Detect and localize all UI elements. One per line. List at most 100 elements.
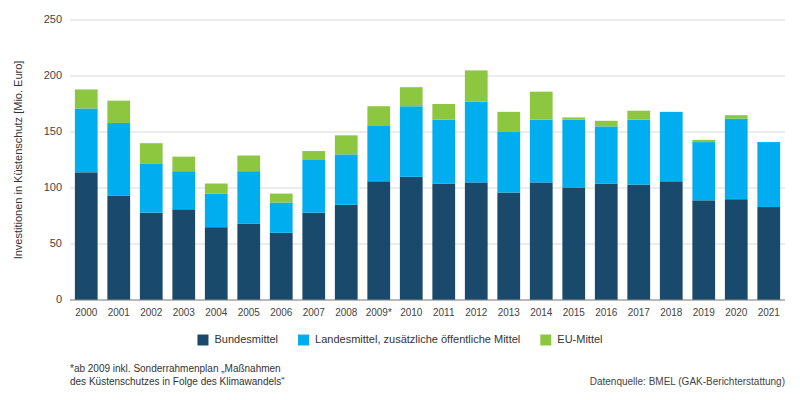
bar-segment — [562, 120, 585, 188]
bar-segment — [172, 209, 195, 300]
x-axis-line — [70, 300, 785, 301]
bar-segment — [757, 142, 780, 207]
bar-segment — [237, 171, 260, 224]
bar-segment — [237, 156, 260, 172]
x-tick-label: 2003 — [173, 307, 196, 318]
bar-segment — [497, 192, 520, 300]
x-tick-label: 2013 — [498, 307, 521, 318]
bar-segment — [237, 224, 260, 300]
bar-segment — [627, 120, 650, 185]
x-tick-label: 2009* — [366, 307, 392, 318]
x-tick-label: 2018 — [660, 307, 683, 318]
x-tick-label: 2016 — [595, 307, 618, 318]
bar-segment — [757, 207, 780, 300]
bar-segment — [627, 185, 650, 300]
bar-segment — [432, 184, 455, 300]
x-tick-label: 2021 — [758, 307, 781, 318]
grid-line — [70, 20, 785, 21]
x-tick-label: 2006 — [270, 307, 293, 318]
bar-segment — [140, 143, 163, 163]
x-tick-label: 2019 — [693, 307, 716, 318]
bar-segment — [465, 182, 488, 300]
bar-segment — [367, 125, 390, 181]
legend-swatch — [298, 335, 309, 346]
bar-segment — [725, 119, 748, 200]
bar-segment — [692, 142, 715, 200]
x-tick-label: 2015 — [563, 307, 586, 318]
bar-segment — [270, 233, 293, 300]
x-tick-label: 2012 — [465, 307, 488, 318]
bar-segment — [400, 106, 423, 177]
legend: Bundesmittel Landesmittel, zusätzliche öf… — [197, 333, 602, 346]
bar-segment — [465, 102, 488, 183]
bar-segment — [400, 177, 423, 300]
bar-segment — [205, 194, 228, 228]
x-tick-label: 2004 — [205, 307, 228, 318]
bar-segment — [172, 157, 195, 172]
bar-segment — [757, 142, 780, 143]
y-tick-label: 0 — [56, 293, 62, 305]
x-tick-label: 2017 — [628, 307, 651, 318]
bar-segment — [530, 182, 553, 300]
grid — [70, 20, 785, 300]
legend-label: Bundesmittel — [214, 333, 278, 345]
x-tick-label: 2007 — [303, 307, 326, 318]
y-tick-label: 100 — [44, 181, 62, 193]
x-tick-label: 2002 — [140, 307, 163, 318]
chart-container: 0501001502002502000200120022003200420052… — [0, 0, 800, 400]
bar-segment — [595, 121, 618, 127]
chart: 0501001502002502000200120022003200420052… — [0, 0, 800, 400]
bar-segment — [692, 200, 715, 300]
y-tick-label: 50 — [50, 237, 62, 249]
y-tick-label: 200 — [44, 69, 62, 81]
bar-segment — [205, 227, 228, 300]
legend-swatch — [540, 335, 551, 346]
bar-segment — [432, 104, 455, 120]
bars — [75, 70, 780, 300]
bar-segment — [75, 108, 98, 172]
bar-segment — [595, 184, 618, 300]
bar-segment — [302, 160, 325, 213]
bar-segment — [205, 184, 228, 194]
x-tick-label: 2000 — [75, 307, 98, 318]
bar-segment — [660, 181, 683, 300]
bar-segment — [335, 205, 358, 300]
legend-swatch — [197, 335, 208, 346]
bar-segment — [140, 213, 163, 300]
bar-segment — [367, 106, 390, 125]
bar-segment — [530, 120, 553, 183]
bar-segment — [172, 171, 195, 209]
y-axis-label: Investitionen in Küstenschutz [Mio. Euro… — [12, 61, 24, 260]
bar-segment — [497, 132, 520, 192]
bar-segment — [400, 87, 423, 106]
x-tick-label: 2020 — [725, 307, 748, 318]
bar-segment — [107, 123, 130, 196]
legend-label: Landesmittel, zusätzliche öffentliche Mi… — [315, 333, 520, 345]
bar-segment — [302, 213, 325, 300]
bar-segment — [335, 135, 358, 154]
bar-segment — [302, 151, 325, 160]
x-tick-label: 2001 — [108, 307, 131, 318]
bar-segment — [660, 111, 683, 112]
bar-segment — [75, 172, 98, 300]
bar-segment — [270, 194, 293, 203]
footnote: *ab 2009 inkl. Sonderrahmenplan „Maßnahm… — [70, 363, 285, 387]
bar-segment — [107, 101, 130, 123]
bar-segment — [725, 199, 748, 300]
bar-segment — [107, 196, 130, 300]
bar-segment — [562, 188, 585, 300]
bar-segment — [562, 117, 585, 119]
bar-segment — [692, 140, 715, 142]
bar-segment — [660, 112, 683, 181]
y-tick-label: 250 — [44, 13, 62, 25]
x-tick-label: 2011 — [433, 307, 455, 318]
bar-segment — [595, 126, 618, 183]
x-tick-label: 2010 — [400, 307, 423, 318]
grid-line — [70, 300, 785, 301]
bar-segment — [367, 181, 390, 300]
bar-segment — [335, 154, 358, 204]
x-tick-label: 2014 — [530, 307, 553, 318]
bar-segment — [270, 203, 293, 233]
bar-segment — [465, 70, 488, 101]
bar-segment — [627, 111, 650, 120]
